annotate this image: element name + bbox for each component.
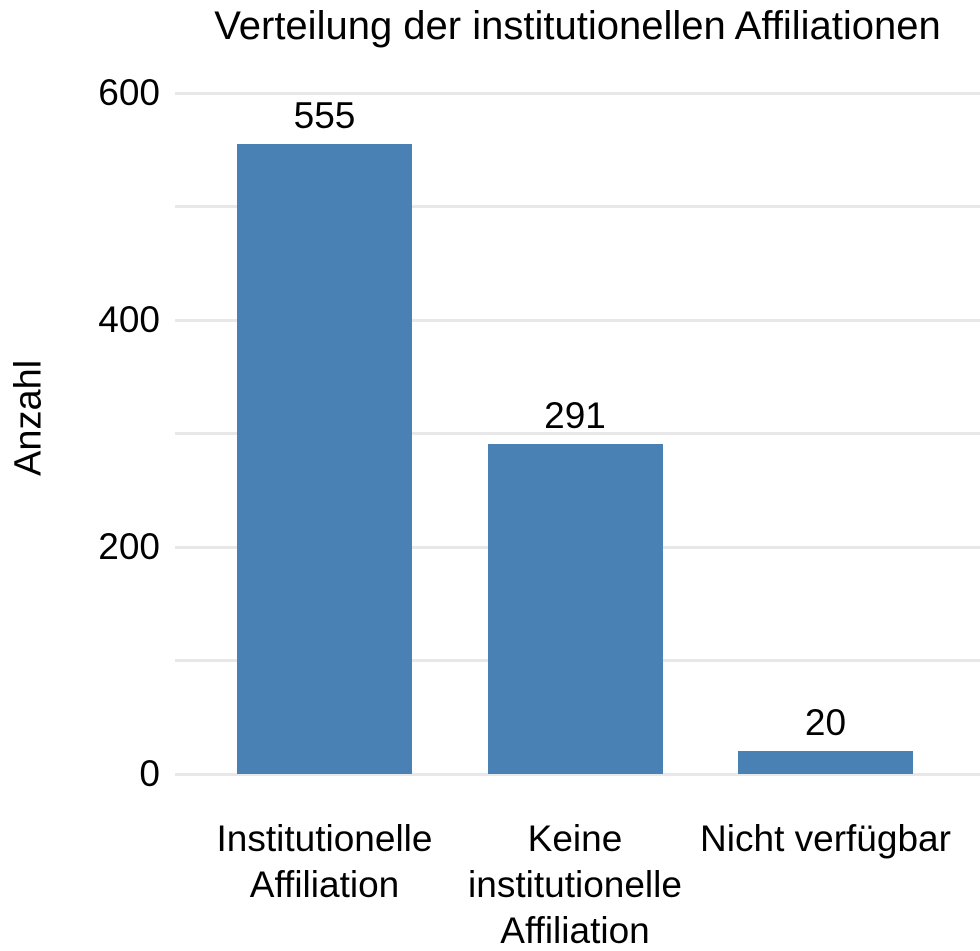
gridline-0 <box>175 772 980 776</box>
bar-institutionelle-affiliation <box>237 144 412 774</box>
gridline-300 <box>175 432 980 435</box>
plot-area <box>175 60 980 776</box>
bar-value-label-nicht-verfügbar: 20 <box>804 702 847 744</box>
gridline-400 <box>175 318 980 322</box>
chart-title: Verteilung der institutionellen Affiliat… <box>214 4 941 48</box>
bar-nicht-verfügbar <box>738 751 913 774</box>
y-tick-label-400: 400 <box>98 299 160 340</box>
x-tick-label-nicht-verfügbar: Nicht verfügbar <box>700 818 951 859</box>
y-tick-label-0: 0 <box>139 753 160 794</box>
gridline-600 <box>175 91 980 95</box>
x-tick-label-institutionelle-affiliation: Institutionelle Affiliation <box>216 818 433 905</box>
y-tick-label-600: 600 <box>98 72 160 113</box>
bar-value-label-keine-institutionelle-affiliation: 291 <box>544 394 606 436</box>
x-tick-label-keine-institutionelle-affiliation: Keine institutionelle Affiliation <box>468 818 682 951</box>
bar-keine-institutionelle-affiliation <box>487 443 663 774</box>
gridline-500 <box>175 205 980 208</box>
y-axis-label: Anzahl <box>7 359 50 476</box>
y-tick-label-200: 200 <box>98 526 160 567</box>
bar-value-label-institutionelle-affiliation: 555 <box>293 95 356 137</box>
